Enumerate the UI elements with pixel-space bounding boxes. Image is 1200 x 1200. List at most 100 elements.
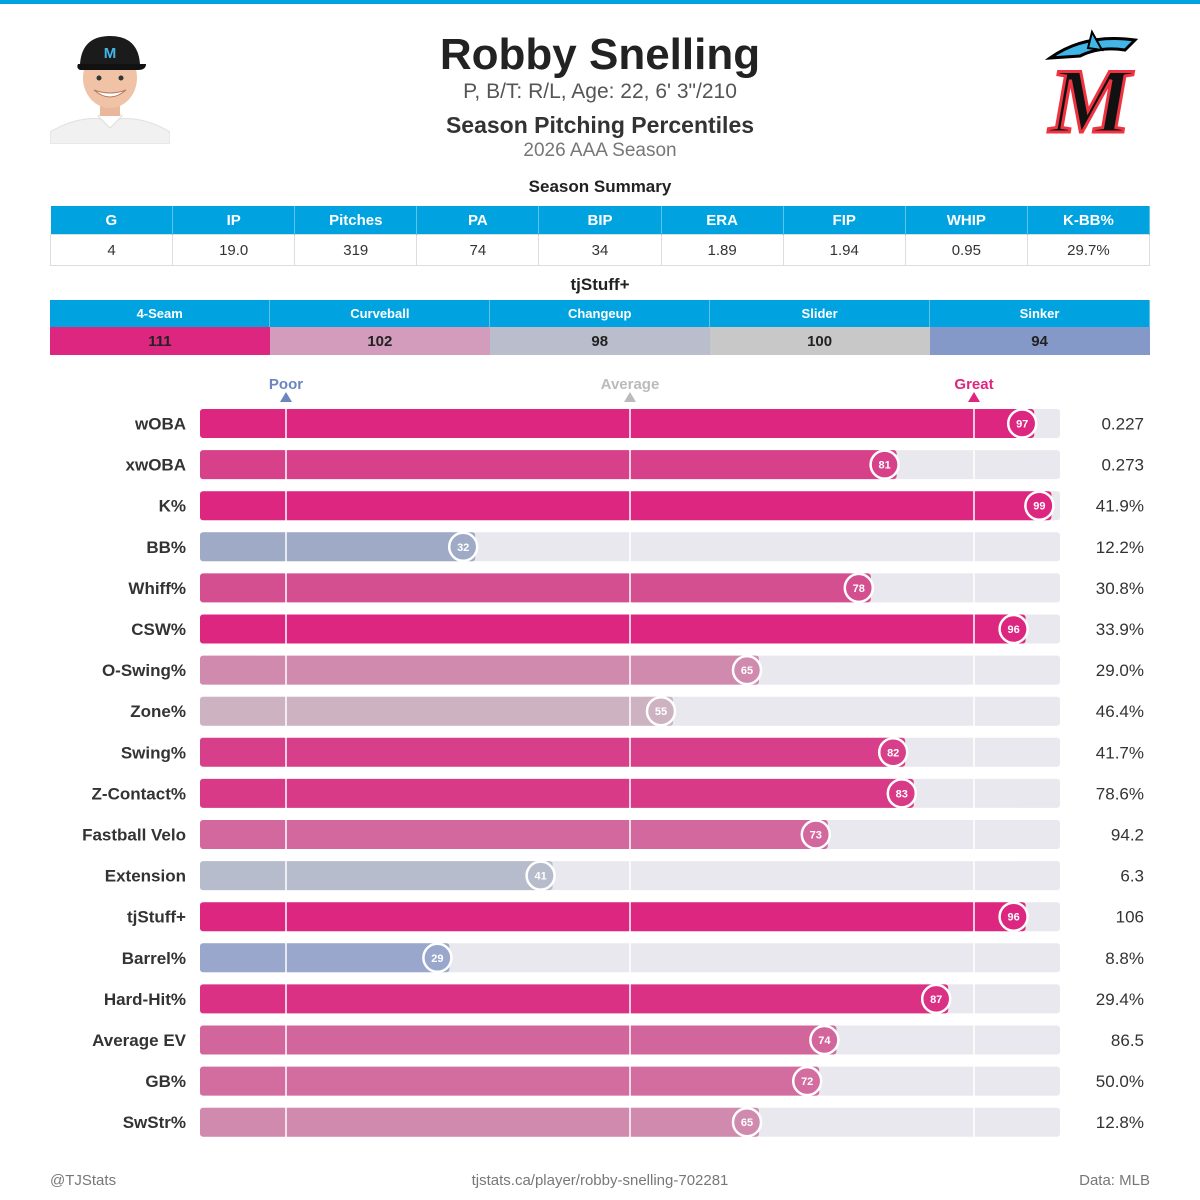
pitch-name-cell: Slider (709, 300, 931, 327)
percentile-bar (200, 450, 897, 480)
percentile-label: 78 (853, 583, 865, 595)
percentile-label: 41 (534, 871, 546, 883)
metric-label: SwStr% (123, 1113, 186, 1132)
summary-header-cell: WHIP (905, 206, 1028, 235)
chart-subtitle: 2026 AAA Season (523, 140, 677, 161)
percentile-label: 99 (1033, 501, 1045, 513)
metric-label: Whiff% (128, 579, 186, 598)
percentile-circle (791, 1065, 823, 1097)
metric-value: 106 (1116, 908, 1144, 927)
metric-label: Zone% (130, 702, 186, 721)
player-bio: P, B/T: R/L, Age: 22, 6' 3"/210 (463, 80, 737, 103)
percentile-label: 83 (896, 788, 908, 800)
season-summary-table: G IP Pitches PA BIP ERA FIP WHIP K-BB% 4… (49, 206, 1151, 266)
metric-value: 46.4% (1096, 702, 1144, 721)
percentile-bar (200, 902, 1026, 932)
logo-letter: M (1047, 50, 1134, 143)
percentile-label: 74 (818, 1035, 831, 1047)
percentile-circle (998, 901, 1029, 932)
pitch-value-cell: 98 (489, 327, 710, 355)
percentile-label: 29 (431, 953, 443, 965)
summary-value-row: 4 19.0 319 74 34 1.89 1.94 0.95 29.7% (49, 234, 1151, 266)
tjstuff-header-row: 4-Seam Curveball Changeup Slider Sinker (50, 300, 1150, 327)
percentile-bar (200, 1066, 820, 1096)
percentile-label: 72 (801, 1076, 813, 1088)
percentile-label: 96 (1007, 912, 1019, 924)
summary-header-cell: Pitches (294, 206, 418, 235)
reference-label: Average (601, 376, 660, 393)
reference-marker (968, 392, 980, 402)
metric-value: 41.9% (1096, 497, 1144, 516)
percentile-circle (1006, 408, 1038, 439)
percentile-bar (200, 409, 1035, 438)
percentile-circle (920, 983, 952, 1015)
metric-value: 33.9% (1096, 620, 1144, 639)
summary-value-cell: 19.0 (172, 234, 296, 266)
summary-value-cell: 34 (538, 234, 662, 266)
percentile-label: 65 (741, 665, 753, 677)
pitch-name-cell: Changeup (489, 300, 711, 327)
pitch-name-cell: Sinker (929, 300, 1150, 327)
percentile-label: 65 (741, 1117, 753, 1129)
player-headshot-image: M (50, 24, 170, 144)
percentile-circle (809, 1024, 840, 1056)
metric-label: O-Swing% (102, 661, 186, 680)
metric-label: Average EV (92, 1031, 187, 1050)
summary-value-cell: 4 (49, 234, 174, 266)
metric-value: 30.8% (1096, 579, 1144, 598)
metric-label: xwOBA (126, 456, 186, 475)
metric-value: 41.7% (1096, 743, 1144, 762)
percentile-label: 87 (930, 994, 942, 1006)
percentile-label: 81 (878, 460, 890, 472)
summary-value-cell: 319 (294, 234, 418, 266)
metric-label: Barrel% (122, 949, 186, 968)
reference-label: Great (954, 376, 993, 393)
percentile-label: 96 (1007, 624, 1019, 636)
summary-header-cell: G (50, 206, 174, 235)
metric-value: 6.3 (1120, 867, 1144, 886)
percentile-bar (200, 1107, 759, 1137)
summary-value-cell: 29.7% (1026, 234, 1151, 266)
percentile-bar (200, 861, 553, 891)
summary-header-row: G IP Pitches PA BIP ERA FIP WHIP K-BB% (50, 206, 1151, 235)
summary-header-cell: BIP (538, 206, 662, 235)
tjstuff-table: 4-Seam Curveball Changeup Slider Sinker … (50, 300, 1150, 355)
metric-value: 12.2% (1096, 538, 1144, 557)
pitch-value-cell: 100 (709, 327, 930, 355)
footer-url: tjstats.ca/player/robby-snelling-702281 (471, 1172, 729, 1189)
metric-label: GB% (145, 1072, 186, 1091)
percentile-circle (731, 1106, 763, 1138)
metric-value: 12.8% (1096, 1113, 1144, 1132)
percentile-bar (200, 614, 1026, 644)
percentile-bar (200, 737, 906, 767)
summary-value-cell: 74 (416, 234, 540, 266)
metric-value: 86.5 (1111, 1031, 1144, 1050)
player-name: Robby Snelling (439, 30, 761, 79)
pitch-name-cell: 4-Seam (50, 300, 271, 327)
season-summary-label: Season Summary (528, 177, 672, 196)
top-accent-line (0, 0, 1200, 4)
tjstuff-value-row: 111 102 98 100 94 (50, 327, 1150, 355)
pitch-value-cell: 111 (50, 327, 270, 355)
percentile-bar (200, 491, 1052, 521)
percentile-label: 55 (655, 706, 667, 718)
reference-label: Poor (269, 376, 303, 393)
percentile-circle (422, 942, 453, 974)
metric-label: Z-Contact% (92, 784, 186, 803)
percentile-bar (200, 1025, 837, 1055)
metric-value: 94.2 (1111, 826, 1144, 845)
metric-label: Fastball Velo (82, 826, 186, 845)
metric-value: 78.6% (1096, 784, 1144, 803)
metric-value: 8.8% (1105, 949, 1144, 968)
metric-value: 0.273 (1101, 456, 1144, 475)
metric-label: wOBA (134, 415, 186, 434)
summary-header-cell: IP (172, 206, 296, 235)
percentile-circle (869, 449, 900, 480)
percentile-bar (200, 532, 476, 562)
percentile-label: 73 (810, 830, 822, 842)
percentile-bar (200, 984, 949, 1014)
metric-label: tjStuff+ (127, 908, 186, 927)
summary-header-cell: K-BB% (1027, 206, 1151, 235)
percentile-circle (800, 819, 832, 850)
summary-value-cell: 1.89 (660, 234, 784, 266)
